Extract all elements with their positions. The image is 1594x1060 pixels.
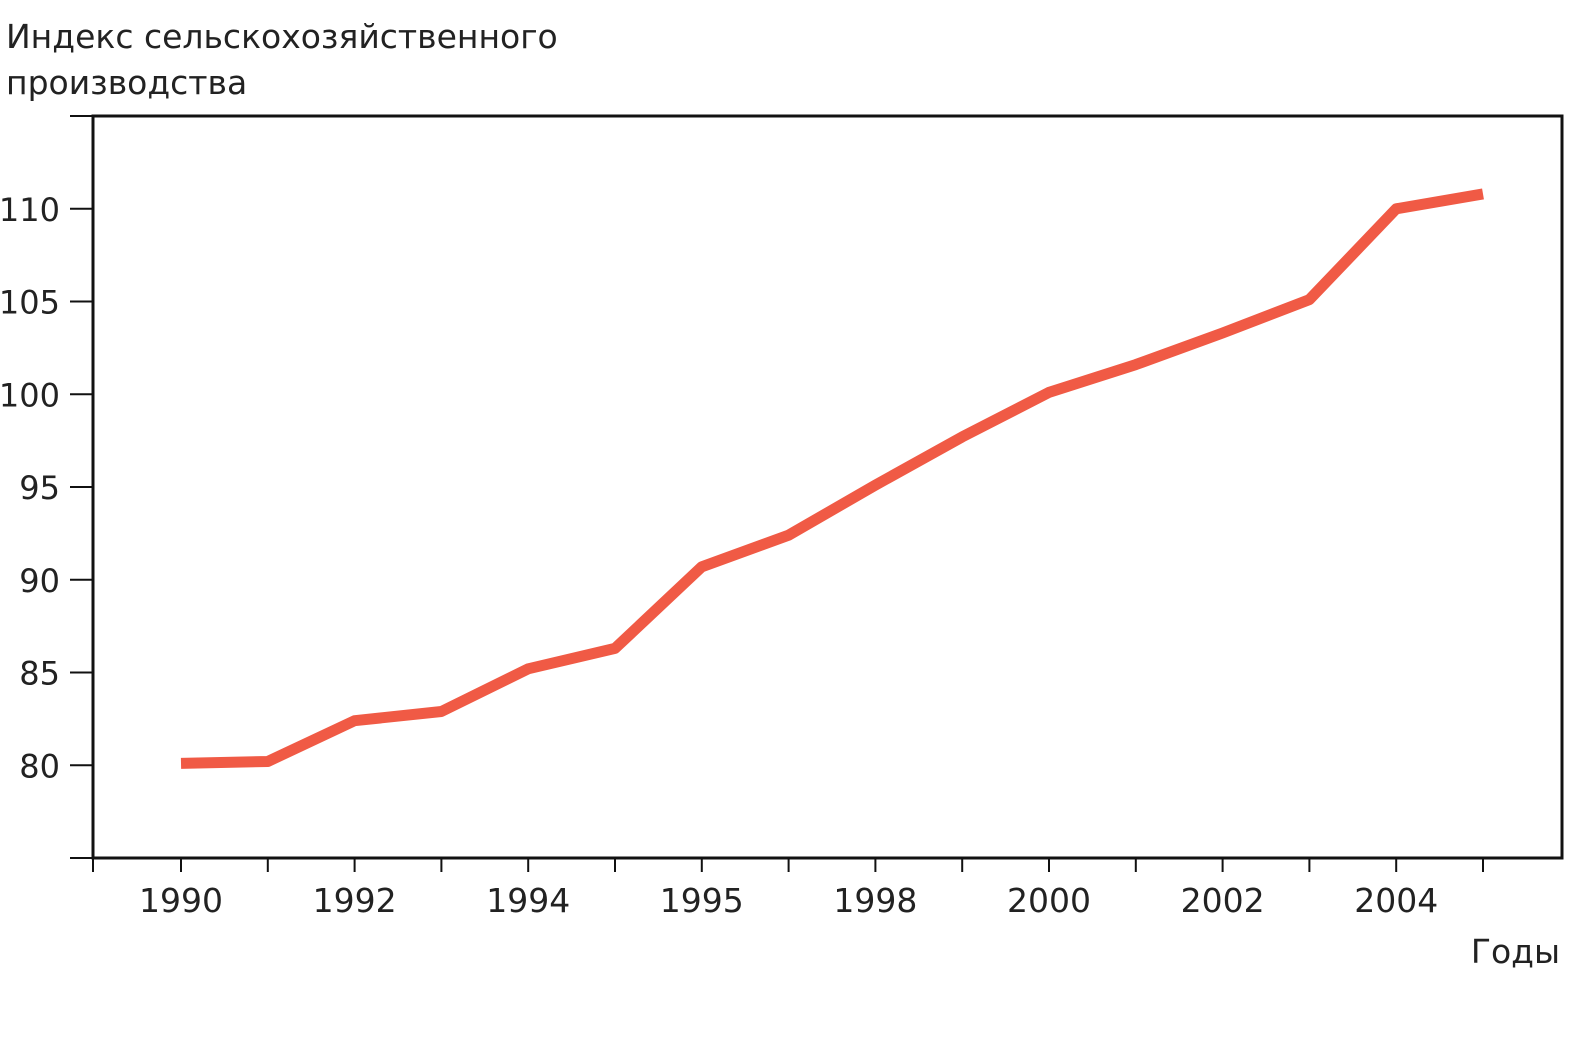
data-point-4 bbox=[527, 668, 529, 670]
data-point-0 bbox=[180, 762, 182, 764]
x-tick-label-2002: 2002 bbox=[1181, 881, 1265, 920]
y-tick-label-95: 95 bbox=[19, 469, 60, 507]
x-tick-label-1990: 1990 bbox=[139, 881, 223, 920]
y-axis-label-line-1: Индекс сельскохозяйственного bbox=[6, 17, 558, 56]
x-tick-label-1992: 1992 bbox=[313, 881, 397, 920]
y-tick-label-85: 85 bbox=[19, 655, 60, 693]
x-tick-label-2004: 2004 bbox=[1354, 881, 1438, 920]
data-point-2 bbox=[354, 720, 356, 722]
y-tick-label-105: 105 bbox=[0, 284, 60, 322]
x-tick-label-2000: 2000 bbox=[1007, 881, 1091, 920]
data-point-6 bbox=[701, 566, 703, 568]
x-tick-label-1995: 1995 bbox=[660, 881, 744, 920]
data-point-1 bbox=[267, 761, 269, 763]
y-tick-label-80: 80 bbox=[19, 747, 60, 785]
y-tick-label-110: 110 bbox=[0, 191, 60, 229]
data-point-12 bbox=[1222, 332, 1224, 334]
y-tick-label-90: 90 bbox=[19, 562, 60, 600]
x-tick-label-1994: 1994 bbox=[486, 881, 570, 920]
plot-frame bbox=[91, 114, 1564, 860]
data-point-15 bbox=[1482, 193, 1484, 195]
y-tick-label-100: 100 bbox=[0, 376, 60, 414]
data-point-9 bbox=[961, 436, 963, 438]
y-axis-label: Индекс сельскохозяйственного производств… bbox=[6, 14, 558, 106]
data-point-10 bbox=[1048, 391, 1050, 393]
x-ticks: 1990 1992 1994 1995 1998 2000 2002 2004 bbox=[92, 858, 1484, 920]
x-axis-label: Годы bbox=[1471, 932, 1560, 971]
y-axis-label-line-2: производства bbox=[6, 63, 248, 102]
data-point-5 bbox=[614, 647, 616, 649]
x-tick-label-1998: 1998 bbox=[833, 881, 917, 920]
data-point-3 bbox=[440, 710, 442, 712]
series-group bbox=[180, 188, 1484, 769]
y-ticks: 80 85 90 95 100 105 110 bbox=[0, 191, 93, 785]
data-point-8 bbox=[874, 484, 876, 486]
data-point-7 bbox=[788, 534, 790, 536]
series-line-0 bbox=[180, 188, 1484, 769]
data-point-11 bbox=[1135, 364, 1137, 366]
data-point-14 bbox=[1395, 208, 1397, 210]
data-point-13 bbox=[1308, 299, 1310, 301]
